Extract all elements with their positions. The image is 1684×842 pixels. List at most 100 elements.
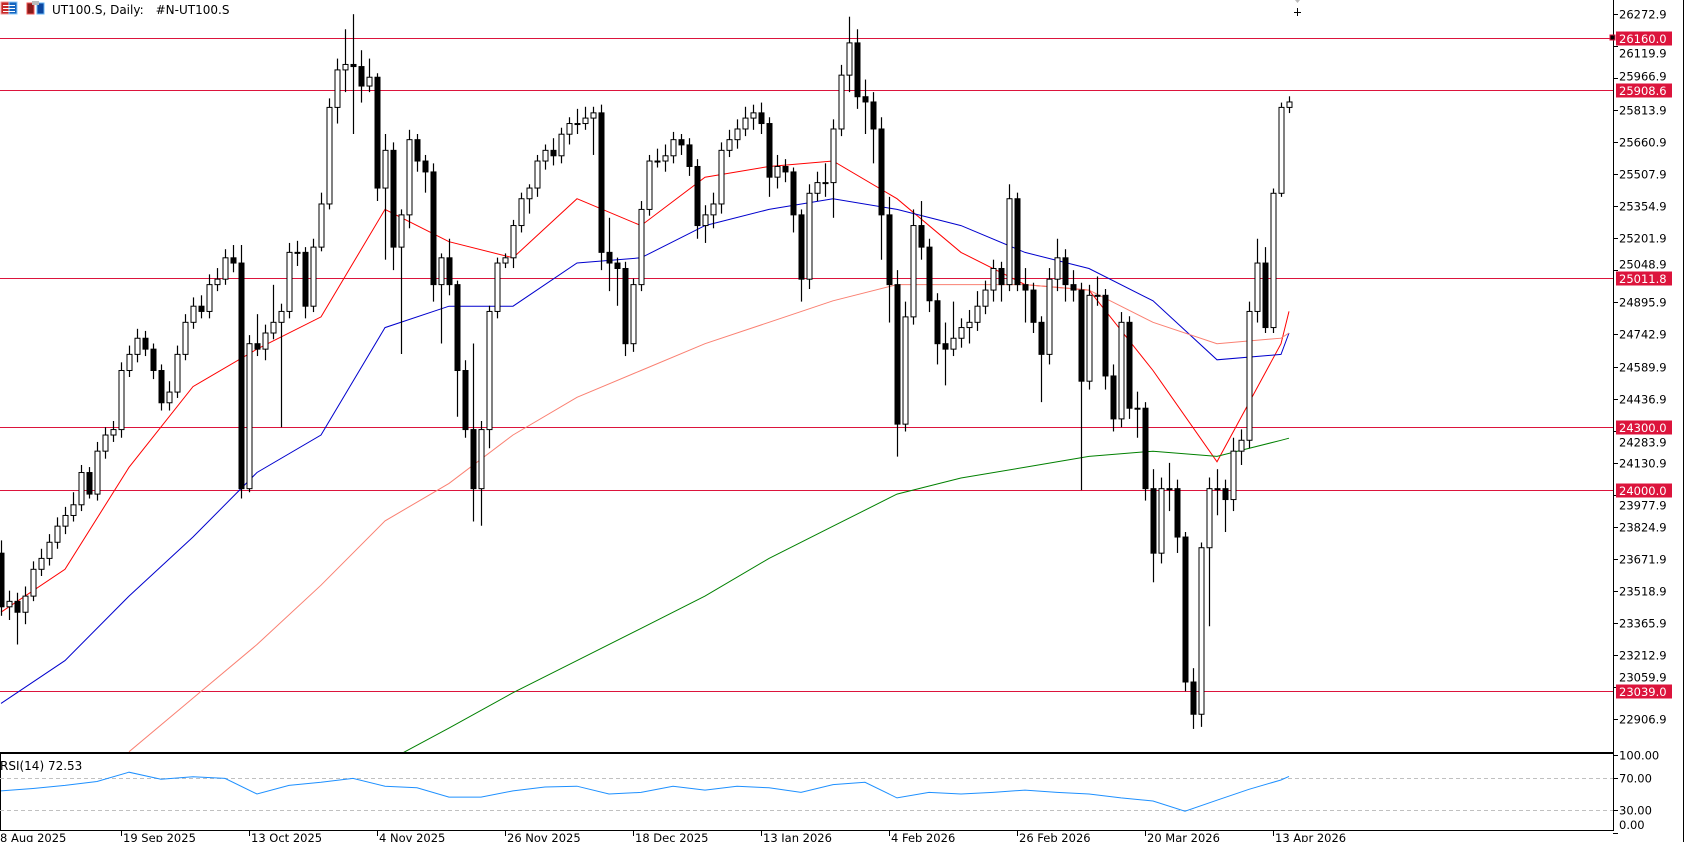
candle bbox=[254, 314, 261, 357]
candle-body-bullish bbox=[1230, 450, 1237, 501]
candle bbox=[582, 106, 589, 130]
candle-body-bearish bbox=[918, 225, 925, 248]
level-price-label: 24000.0 bbox=[1619, 484, 1667, 498]
one-click-trading-icon[interactable] bbox=[0, 1, 18, 15]
candle-body-bearish bbox=[254, 343, 261, 350]
candle-body-bearish bbox=[1022, 284, 1029, 291]
candle bbox=[822, 163, 829, 197]
candle bbox=[1094, 276, 1101, 306]
price-tick-label: 26272.9 bbox=[1619, 8, 1667, 22]
price-tick-label: 25201.9 bbox=[1619, 232, 1667, 246]
candle-body-bearish bbox=[414, 139, 421, 162]
level-price-label: 25011.8 bbox=[1619, 272, 1667, 286]
candle bbox=[190, 297, 197, 329]
candle bbox=[686, 138, 693, 176]
candle-body-bullish bbox=[710, 203, 717, 216]
candle-body-bearish bbox=[870, 101, 877, 130]
candle bbox=[238, 245, 245, 499]
candle-body-bullish bbox=[702, 214, 709, 227]
candle bbox=[1158, 477, 1165, 564]
rsi-tick-label: 100.00 bbox=[1619, 749, 1659, 763]
candle-body-bearish bbox=[598, 112, 605, 253]
level-end-marker-icon[interactable] bbox=[1609, 34, 1616, 41]
candle-body-bearish bbox=[942, 343, 949, 350]
candle-body-bearish bbox=[0, 552, 5, 608]
candle-body-bearish bbox=[358, 66, 365, 87]
candle bbox=[926, 238, 933, 313]
level-label-background bbox=[1616, 83, 1672, 98]
candle bbox=[870, 92, 877, 164]
candle bbox=[702, 205, 709, 243]
candle-body-bullish bbox=[638, 208, 645, 286]
candle bbox=[838, 64, 845, 137]
candle-body-bullish bbox=[246, 343, 253, 490]
candle-body-bullish bbox=[582, 117, 589, 125]
candle bbox=[934, 293, 941, 365]
candle bbox=[1086, 284, 1093, 390]
candle-body-bullish bbox=[334, 69, 341, 108]
candle bbox=[774, 154, 781, 189]
price-tick-label: 25354.9 bbox=[1619, 200, 1667, 214]
candle bbox=[1238, 429, 1245, 465]
candle bbox=[454, 280, 461, 417]
candle-body-bearish bbox=[622, 267, 629, 345]
candle-body-bullish bbox=[1158, 488, 1165, 554]
time-tick-label: 13 Apr 2026 bbox=[1275, 831, 1346, 842]
candle bbox=[62, 506, 69, 535]
rsi-pane bbox=[0, 753, 1614, 831]
candle-body-bullish bbox=[182, 321, 189, 355]
candle bbox=[1166, 462, 1173, 512]
candle-body-bearish bbox=[606, 251, 613, 264]
candle bbox=[638, 201, 645, 292]
candle-body-bearish bbox=[302, 251, 309, 307]
candle bbox=[1174, 479, 1181, 553]
candle bbox=[1062, 249, 1069, 302]
candle-body-bullish bbox=[214, 278, 221, 286]
candle bbox=[598, 104, 605, 271]
candle bbox=[1198, 542, 1205, 727]
level-price-label: 26160.0 bbox=[1619, 32, 1667, 46]
price-tick-label: 25048.9 bbox=[1619, 258, 1667, 272]
candle bbox=[182, 314, 189, 361]
time-axis: 8 Aug 2025 19 Sep 2025 13 Oct 2025 4 Nov 20… bbox=[0, 831, 1346, 842]
candle-body-bullish bbox=[222, 257, 229, 280]
candle-body-bullish bbox=[118, 370, 125, 431]
candle bbox=[750, 104, 757, 130]
candle-body-bearish bbox=[142, 337, 149, 350]
chart-trade-icon[interactable] bbox=[26, 1, 45, 15]
candle-body-bearish bbox=[1038, 321, 1045, 355]
candle bbox=[222, 249, 229, 285]
candle-body-bearish bbox=[198, 305, 205, 312]
candle bbox=[350, 14, 357, 135]
candle bbox=[1278, 102, 1285, 197]
candle bbox=[422, 154, 429, 193]
level-label-background bbox=[1616, 31, 1672, 46]
time-tick-label: 8 Aug 2025 bbox=[0, 831, 66, 842]
candle bbox=[534, 154, 541, 197]
candle-body-bearish bbox=[14, 600, 21, 613]
price-tick-label: 25966.9 bbox=[1619, 70, 1667, 84]
candle-body-bullish bbox=[1246, 310, 1253, 441]
candle-body-bearish bbox=[894, 284, 901, 425]
level-price-label: 23039.0 bbox=[1619, 685, 1667, 699]
candle-body-bearish bbox=[614, 262, 621, 269]
candle-body-bullish bbox=[1198, 547, 1205, 715]
candle bbox=[678, 134, 685, 155]
candle-body-bullish bbox=[814, 182, 821, 194]
candle-body-bullish bbox=[1054, 257, 1061, 280]
rsi-label: RSI(14) 72.53 bbox=[0, 759, 82, 773]
candle-body-bullish bbox=[206, 284, 213, 312]
price-tick-label: 23212.9 bbox=[1619, 649, 1667, 663]
candle-body-bullish bbox=[542, 149, 549, 162]
candle bbox=[590, 106, 597, 155]
candle-body-bullish bbox=[270, 321, 277, 334]
level-price-label: 24300.0 bbox=[1619, 421, 1667, 435]
candle bbox=[654, 148, 661, 168]
moving-average-line bbox=[128, 284, 1290, 752]
candle bbox=[430, 163, 437, 302]
candle-body-bearish bbox=[1190, 681, 1197, 715]
candle-body-bullish bbox=[190, 305, 197, 323]
candle bbox=[662, 144, 669, 172]
candle-body-bearish bbox=[862, 96, 869, 103]
